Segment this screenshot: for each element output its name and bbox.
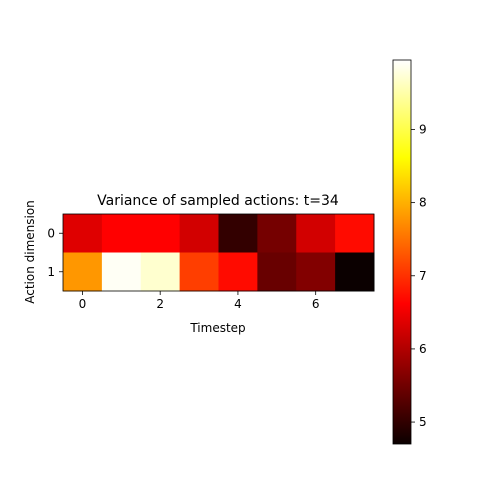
colorbar-tick-label: 5 — [419, 415, 427, 429]
y-tick-label: 0 — [47, 226, 55, 240]
plot-frame — [62, 213, 375, 292]
heatmap-cell — [257, 252, 297, 292]
heatmap-cell — [335, 252, 375, 292]
heatmap-cell — [101, 214, 142, 253]
x-tick-label: 4 — [234, 297, 242, 311]
heatmap-cell — [179, 252, 219, 292]
x-tick-label: 0 — [79, 297, 87, 311]
heatmap-cell — [140, 252, 181, 292]
heatmap-cell — [179, 214, 219, 253]
heatmap-cells — [63, 214, 375, 292]
x-axis-label: Timestep — [189, 321, 245, 335]
heatmap-cell — [218, 214, 258, 253]
x-tick-label: 6 — [312, 297, 320, 311]
heatmap-cell — [140, 214, 181, 253]
colorbar-tick-label: 7 — [419, 269, 427, 283]
heatmap-cell — [63, 252, 103, 292]
y-axis-label: Action dimension — [23, 200, 37, 304]
colorbar-gradient — [392, 59, 412, 445]
heatmap-cell — [63, 214, 103, 253]
x-tick-label: 2 — [156, 297, 164, 311]
heatmap-cell — [296, 214, 336, 253]
heatmap-cell — [296, 252, 336, 292]
y-axis: 01 — [47, 226, 63, 279]
colorbar: 5 6 7 8 9 — [392, 59, 427, 445]
heatmap-cell — [257, 214, 297, 253]
colorbar-tick-label: 6 — [419, 342, 427, 356]
heatmap-cell — [101, 252, 142, 292]
chart-title: Variance of sampled actions: t=34 — [97, 193, 339, 209]
x-axis: 0 2 4 6 — [79, 291, 320, 311]
y-tick-label: 1 — [47, 265, 55, 279]
colorbar-tick-label: 8 — [419, 196, 427, 210]
heatmap-cell — [218, 252, 258, 292]
colorbar-ticks: 5 6 7 8 9 — [411, 122, 427, 429]
colorbar-tick-label: 9 — [419, 122, 427, 136]
heatmap-cell — [335, 214, 375, 253]
